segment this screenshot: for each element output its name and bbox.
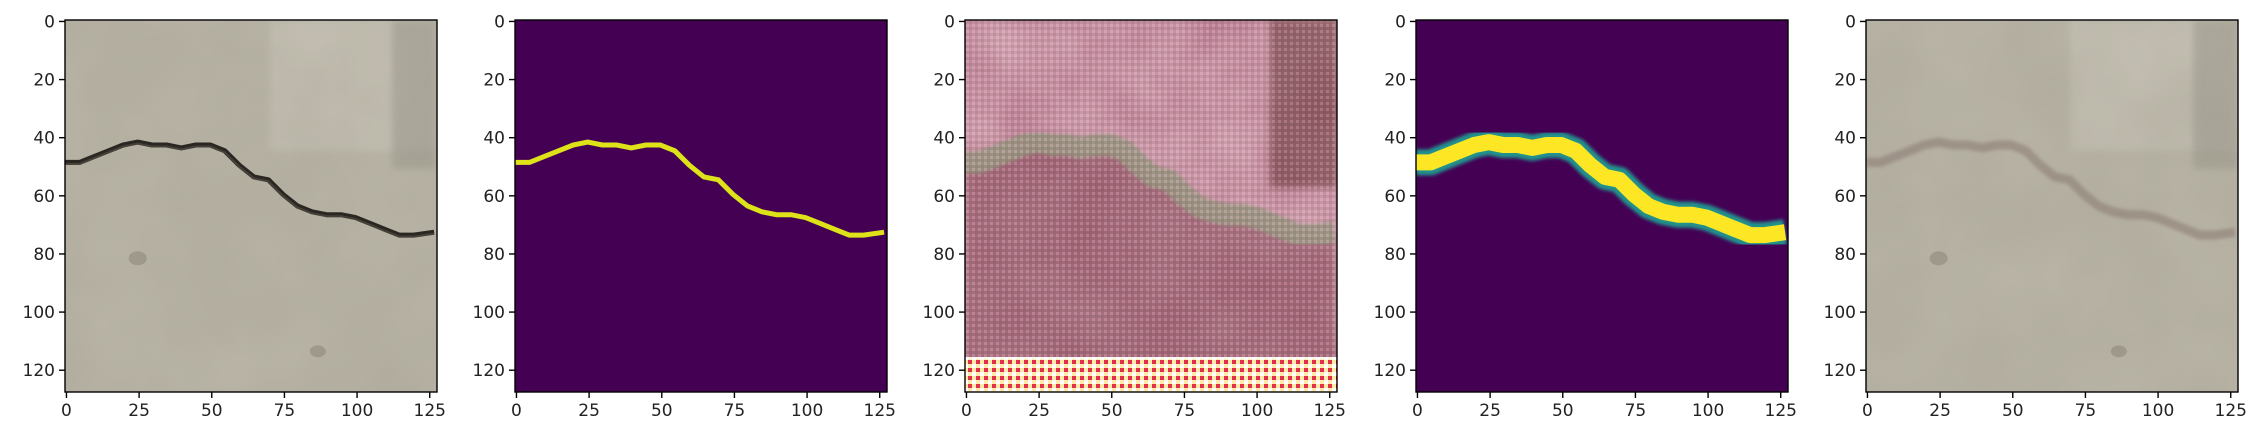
axes-frame — [64, 19, 438, 393]
x-tick-label: 100 — [1241, 401, 1273, 421]
y-tick-label: 40 — [33, 129, 55, 149]
panel-image — [1416, 20, 1788, 392]
x-tick-label: 25 — [1028, 401, 1050, 421]
x-tick-label: 0 — [961, 401, 972, 421]
y-tick-label: 20 — [933, 71, 955, 91]
y-tick-label: 100 — [1824, 303, 1856, 323]
x-tick-label: 75 — [1174, 401, 1196, 421]
x-tick-label: 50 — [651, 401, 673, 421]
x-tick-label: 25 — [578, 401, 600, 421]
x-tick-label: 50 — [1552, 401, 1574, 421]
y-tick-label: 100 — [1374, 303, 1406, 323]
y-tick-label: 80 — [33, 245, 55, 265]
x-tick-label: 125 — [1765, 401, 1797, 421]
x-tick-label: 125 — [2215, 401, 2247, 421]
panel-result-photo: 0 25 50 75 100 125 0 20 40 60 80 100 120 — [1824, 12, 2247, 421]
y-tick-label: 0 — [1395, 12, 1406, 32]
y-tick-label: 20 — [33, 71, 55, 91]
panel-image — [515, 20, 887, 392]
y-tick-label: 120 — [23, 361, 55, 381]
x-tick-label: 100 — [2142, 401, 2174, 421]
x-tick-label: 50 — [1101, 401, 1123, 421]
panel-smoothed-mask: 0 25 50 75 100 125 0 20 40 60 80 100 120 — [1374, 12, 1797, 421]
y-tick-label: 60 — [1384, 187, 1406, 207]
y-tick-label: 0 — [944, 12, 955, 32]
y-tick-label: 100 — [473, 303, 505, 323]
y-tick-label: 80 — [483, 245, 505, 265]
y-tick-label: 20 — [483, 71, 505, 91]
x-tick-label: 50 — [2002, 401, 2024, 421]
x-tick-label: 75 — [274, 401, 296, 421]
x-tick-label: 125 — [864, 401, 896, 421]
y-tick-label: 0 — [44, 12, 55, 32]
y-tick-label: 120 — [1374, 361, 1406, 381]
y-tick-label: 60 — [483, 187, 505, 207]
x-tick-label: 0 — [61, 401, 72, 421]
y-tick-label: 40 — [483, 129, 505, 149]
x-tick-label: 125 — [414, 401, 446, 421]
x-tick-label: 100 — [341, 401, 373, 421]
y-tick-label: 40 — [1834, 129, 1856, 149]
y-tick-label: 0 — [1845, 12, 1856, 32]
y-tick-label: 60 — [1834, 187, 1856, 207]
axes-frame — [1865, 19, 2239, 393]
y-tick-label: 60 — [933, 187, 955, 207]
y-tick-label: 40 — [933, 129, 955, 149]
y-tick-label: 0 — [494, 12, 505, 32]
panel-generated-image: 0 25 50 75 100 125 0 20 40 60 80 100 120 — [923, 12, 1346, 421]
y-tick-label: 120 — [473, 361, 505, 381]
x-tick-label: 25 — [1929, 401, 1951, 421]
y-tick-label: 60 — [33, 187, 55, 207]
x-tick-label: 25 — [128, 401, 150, 421]
x-tick-label: 25 — [1479, 401, 1501, 421]
bottom-artifact-strip — [965, 357, 1337, 392]
x-tick-label: 100 — [1692, 401, 1724, 421]
y-tick-label: 80 — [1384, 245, 1406, 265]
x-tick-label: 100 — [791, 401, 823, 421]
panel-image — [65, 20, 437, 392]
axes-frame — [514, 19, 888, 393]
panel-image — [1866, 20, 2238, 392]
x-tick-label: 75 — [2075, 401, 2097, 421]
crack-line — [1866, 137, 2236, 240]
panel-original-crack-photo: 0 25 50 75 100 125 0 20 40 60 80 100 120 — [23, 12, 446, 421]
y-tick-label: 80 — [933, 245, 955, 265]
x-tick-label: 75 — [724, 401, 746, 421]
x-tick-label: 125 — [1314, 401, 1346, 421]
x-tick-label: 50 — [201, 401, 223, 421]
panel-image — [965, 20, 1337, 392]
crack-mask-band — [1416, 134, 1787, 244]
axes-frame — [1415, 19, 1789, 393]
y-tick-label: 20 — [1834, 71, 1856, 91]
y-tick-label: 100 — [923, 303, 955, 323]
crack-mask-line — [515, 139, 885, 238]
y-tick-label: 80 — [1834, 245, 1856, 265]
y-tick-label: 120 — [1824, 361, 1856, 381]
y-tick-label: 40 — [1384, 129, 1406, 149]
x-tick-label: 0 — [1862, 401, 1873, 421]
panel-ground-truth-mask: 0 25 50 75 100 125 0 20 40 60 80 100 120 — [473, 12, 896, 421]
crack-line — [65, 139, 435, 238]
x-tick-label: 75 — [1625, 401, 1647, 421]
x-tick-label: 0 — [1412, 401, 1423, 421]
y-tick-label: 20 — [1384, 71, 1406, 91]
axes-frame — [964, 19, 1338, 393]
x-tick-label: 0 — [511, 401, 522, 421]
y-tick-label: 120 — [923, 361, 955, 381]
y-tick-label: 100 — [23, 303, 55, 323]
